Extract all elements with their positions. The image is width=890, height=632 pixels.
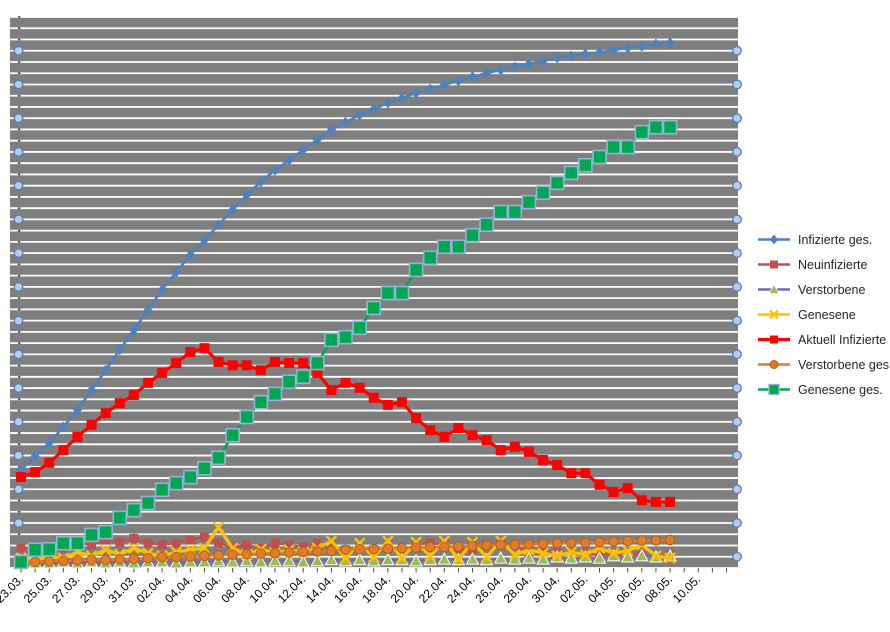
series-genesene-ges [13, 119, 678, 570]
legend-item-genesene-ges[interactable]: Genesene ges. [757, 377, 890, 402]
x-axis-label: 02.05. [557, 572, 590, 605]
legend-label-verstorbene: Verstorbene [798, 282, 866, 297]
edge-axis-markers [13, 45, 742, 562]
series-infizierte-ges [16, 37, 675, 476]
legend-item-genesene[interactable]: Genesene [757, 302, 890, 327]
legend: Infizierte ges. Neuinfizierte Verstorben… [757, 227, 890, 402]
x-axis-label: 04.05. [585, 572, 618, 605]
x-axis-label: 08.04. [218, 572, 251, 605]
x-axis-label: 04.04. [162, 572, 195, 605]
x-axis-label: 23.03. [0, 572, 26, 605]
x-axis-label: 27.03. [49, 572, 82, 605]
legend-label-genesene: Genesene [798, 307, 856, 322]
x-axis-label: 18.04. [359, 572, 392, 605]
x-axis-label: 06.04. [190, 572, 223, 605]
x-axis-label: 29.03. [77, 572, 110, 605]
legend-label-aktuell-infizierte: Aktuell Infizierte [798, 332, 887, 347]
x-axis-label: 22.04. [416, 572, 449, 605]
legend-label-verstorbene-ges: Verstorbene ges. [798, 357, 890, 372]
legend-item-aktuell-infizierte[interactable]: Aktuell Infizierte [757, 327, 890, 352]
legend-marker-verstorbene-ges-icon [758, 360, 790, 369]
legend-marker-genesene-ges-icon [758, 383, 790, 396]
x-axis-label: 10.05. [670, 572, 703, 605]
legend-marker-infizierte-ges-icon [758, 234, 790, 245]
x-axis-label: 20.04. [388, 572, 421, 605]
legend-item-neuinfizierte[interactable]: Neuinfizierte [757, 252, 890, 277]
series-aktuell-infizierte [16, 343, 676, 507]
legend-item-verstorbene-ges[interactable]: Verstorbene ges. [757, 352, 890, 377]
legend-item-infizierte-ges[interactable]: Infizierte ges. [757, 227, 890, 252]
x-axis-label: 31.03. [106, 572, 139, 605]
x-axis-label: 26.04. [472, 572, 505, 605]
legend-item-verstorbene[interactable]: Verstorbene [757, 277, 890, 302]
legend-label-genesene-ges: Genesene ges. [798, 382, 883, 397]
x-axis-ticks [20, 568, 727, 573]
series-verstorbene-ges [15, 534, 676, 568]
legend-marker-aktuell-infizierte-icon [758, 335, 790, 344]
x-axis-label: 10.04. [247, 572, 280, 605]
x-axis-label: 16.04. [331, 572, 364, 605]
legend-marker-neuinfizierte-icon [758, 260, 790, 269]
x-axis-labels: 23.03.25.03.27.03.29.03.31.03.02.04.04.0… [0, 572, 703, 605]
x-axis-label: 28.04. [501, 572, 534, 605]
x-axis-label: 08.05. [642, 572, 675, 605]
x-axis-label: 02.04. [134, 572, 167, 605]
legend-label-neuinfizierte: Neuinfizierte [798, 257, 868, 272]
x-axis-label: 24.04. [444, 572, 477, 605]
x-axis-label: 06.05. [613, 572, 646, 605]
legend-label-infizierte-ges: Infizierte ges. [798, 232, 873, 247]
legend-marker-verstorbene-icon [758, 283, 790, 294]
x-axis-label: 12.04. [275, 572, 308, 605]
x-axis-label: 14.04. [303, 572, 336, 605]
legend-marker-genesene-icon [758, 309, 790, 320]
x-axis-label: 25.03. [21, 572, 54, 605]
x-axis-label: 30.04. [529, 572, 562, 605]
gridlines [10, 16, 738, 569]
